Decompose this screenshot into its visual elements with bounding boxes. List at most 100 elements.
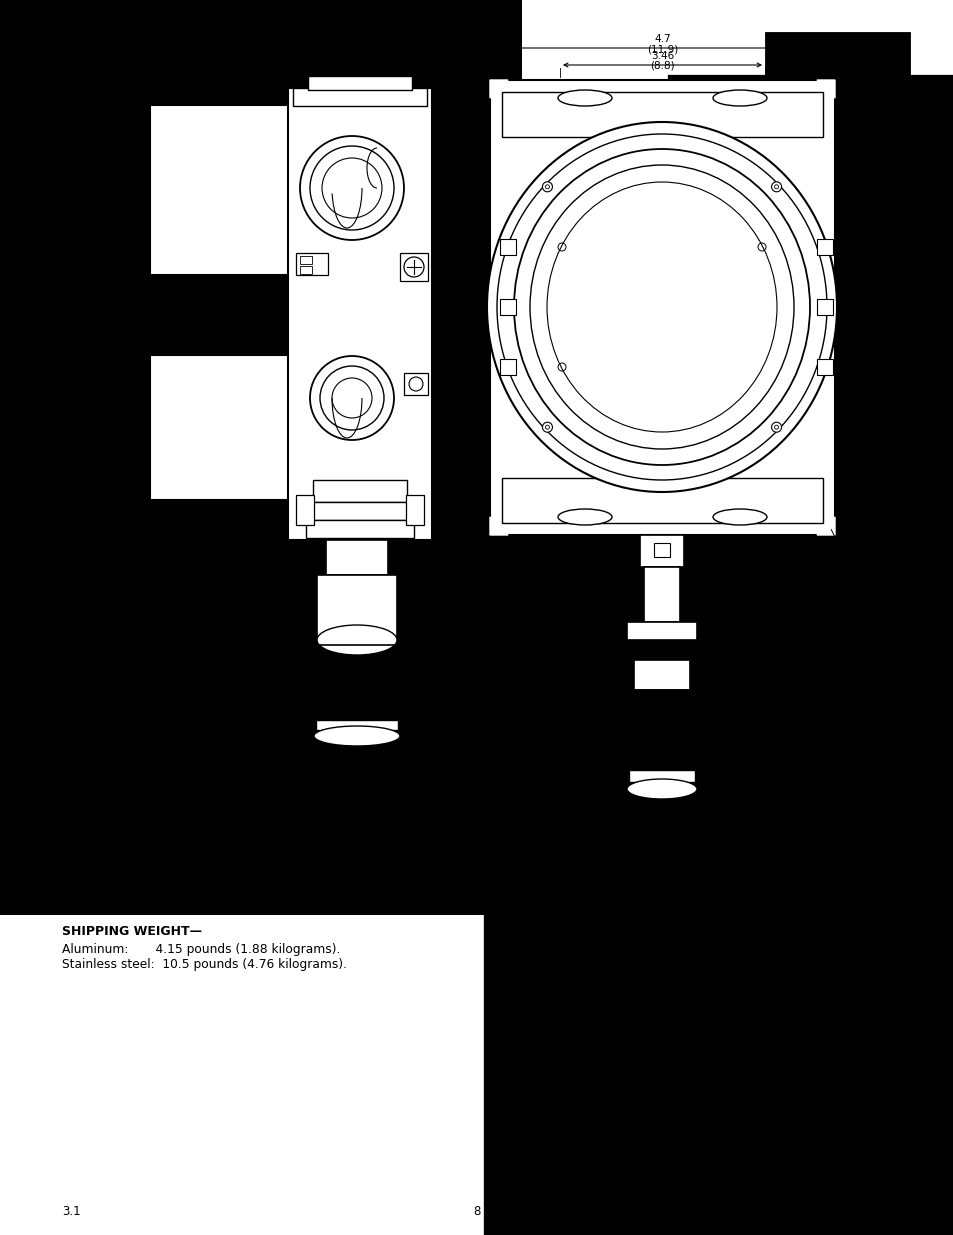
Ellipse shape bbox=[558, 90, 612, 106]
Bar bbox=[306, 501, 414, 520]
Text: 4.7: 4.7 bbox=[654, 35, 670, 44]
Text: CONDUIT ENTRIES—: CONDUIT ENTRIES— bbox=[62, 815, 201, 827]
Bar bbox=[406, 495, 423, 525]
Circle shape bbox=[332, 378, 372, 417]
Circle shape bbox=[545, 185, 549, 189]
Circle shape bbox=[545, 425, 549, 430]
Bar bbox=[150, 105, 290, 275]
Ellipse shape bbox=[712, 509, 766, 525]
Bar bbox=[295, 495, 314, 525]
Bar bbox=[639, 535, 683, 567]
Bar bbox=[150, 354, 290, 500]
Text: Stainless steel:  10.5 pounds (4.76 kilograms).: Stainless steel: 10.5 pounds (4.76 kilog… bbox=[62, 958, 347, 971]
Text: 3/4" NPT or M25.  (Five conduit entries standard.): 3/4" NPT or M25. (Five conduit entries s… bbox=[62, 832, 365, 846]
Text: 5.2
(13.2): 5.2 (13.2) bbox=[870, 164, 902, 186]
Text: ELECTRO-MAGNETIC COMPATIBILITY—: ELECTRO-MAGNETIC COMPATIBILITY— bbox=[490, 815, 754, 827]
Bar bbox=[326, 540, 388, 576]
Bar bbox=[293, 88, 427, 106]
Text: See Figures 6 and 7.: See Figures 6 and 7. bbox=[490, 778, 614, 790]
Bar bbox=[634, 659, 689, 690]
Ellipse shape bbox=[558, 509, 612, 525]
Ellipse shape bbox=[626, 779, 697, 799]
Text: date of shipment, whichever occurs first.: date of shipment, whichever occurs first… bbox=[490, 934, 741, 947]
Text: A2442: A2442 bbox=[825, 659, 854, 669]
Ellipse shape bbox=[712, 90, 766, 106]
Bar bbox=[295, 253, 328, 275]
Text: Terminals can handle wire sized from 22 to 14 AWG.: Terminals can handle wire sized from 22 … bbox=[62, 778, 381, 790]
Bar bbox=[299, 256, 312, 264]
Circle shape bbox=[310, 146, 394, 230]
Circle shape bbox=[542, 182, 552, 191]
Bar bbox=[654, 543, 669, 557]
Circle shape bbox=[542, 422, 552, 432]
Ellipse shape bbox=[514, 149, 809, 466]
Ellipse shape bbox=[314, 726, 399, 746]
Ellipse shape bbox=[546, 182, 776, 432]
Polygon shape bbox=[490, 517, 507, 535]
Circle shape bbox=[774, 185, 778, 189]
Circle shape bbox=[409, 377, 422, 391]
Bar bbox=[313, 480, 407, 501]
Text: DIMENSIONS—: DIMENSIONS— bbox=[490, 760, 591, 773]
Text: EMC Directive 2004/108/EC: EMC Directive 2004/108/EC bbox=[490, 832, 658, 846]
Text: R0.175: R0.175 bbox=[862, 585, 899, 595]
Text: 6.48: 6.48 bbox=[279, 51, 302, 61]
Bar bbox=[288, 88, 432, 540]
Bar bbox=[499, 299, 516, 315]
Text: 8: 8 bbox=[473, 1205, 480, 1218]
Ellipse shape bbox=[486, 122, 836, 492]
Circle shape bbox=[771, 182, 781, 191]
Text: 12 months from date of installation or 18 months from: 12 months from date of installation or 1… bbox=[490, 919, 825, 931]
Ellipse shape bbox=[530, 165, 793, 450]
Text: 5.86
(14.9): 5.86 (14.9) bbox=[893, 296, 924, 319]
Text: SHIPPING WEIGHT—: SHIPPING WEIGHT— bbox=[62, 925, 202, 939]
Bar bbox=[628, 690, 695, 769]
Text: (11.9): (11.9) bbox=[646, 44, 678, 54]
Bar bbox=[308, 77, 412, 90]
Bar bbox=[315, 645, 397, 720]
Ellipse shape bbox=[497, 135, 826, 480]
Bar bbox=[499, 359, 516, 375]
Bar bbox=[816, 299, 832, 315]
Bar bbox=[816, 359, 832, 375]
Text: WIRING TERMINALS—: WIRING TERMINALS— bbox=[62, 760, 213, 773]
Bar bbox=[306, 520, 414, 538]
Text: 95-8620: 95-8620 bbox=[850, 1205, 899, 1218]
Circle shape bbox=[310, 356, 394, 440]
Text: EN55011 (Emissions): EN55011 (Emissions) bbox=[490, 848, 620, 861]
Circle shape bbox=[403, 257, 423, 277]
Bar bbox=[490, 80, 834, 535]
Bar bbox=[299, 266, 312, 274]
Ellipse shape bbox=[316, 625, 396, 655]
Text: 11.28
(28.7): 11.28 (28.7) bbox=[53, 311, 85, 333]
Text: Epoxy coated aluminum or 316 stainless steel.: Epoxy coated aluminum or 316 stainless s… bbox=[62, 888, 349, 900]
Text: WARRANTY—: WARRANTY— bbox=[490, 902, 581, 914]
Circle shape bbox=[322, 158, 381, 219]
Text: (8.8): (8.8) bbox=[650, 61, 674, 70]
Polygon shape bbox=[816, 80, 834, 98]
Text: (16.5): (16.5) bbox=[275, 61, 306, 70]
Text: 3.1: 3.1 bbox=[62, 1205, 81, 1218]
Bar bbox=[316, 576, 396, 640]
Bar bbox=[501, 478, 822, 522]
Text: ENCLOSURE MATERIAL—: ENCLOSURE MATERIAL— bbox=[62, 869, 232, 883]
Bar bbox=[315, 720, 397, 730]
Text: Aluminum:       4.15 pounds (1.88 kilograms).: Aluminum: 4.15 pounds (1.88 kilograms). bbox=[62, 942, 340, 956]
Circle shape bbox=[774, 425, 778, 430]
Bar bbox=[816, 240, 832, 254]
Polygon shape bbox=[490, 80, 507, 98]
Circle shape bbox=[771, 422, 781, 432]
Bar bbox=[403, 373, 428, 395]
Bar bbox=[626, 622, 697, 640]
Text: Figure 6: Figure 6 bbox=[451, 692, 502, 701]
Circle shape bbox=[299, 136, 403, 240]
Polygon shape bbox=[816, 517, 834, 535]
Circle shape bbox=[319, 366, 384, 430]
Bar bbox=[643, 567, 679, 622]
Text: 3.46: 3.46 bbox=[650, 51, 674, 61]
Text: EN50270 (Immunity): EN50270 (Immunity) bbox=[490, 863, 618, 877]
Bar bbox=[499, 240, 516, 254]
Text: —Dimensions of UD20 with GT3000 in Inches (Centimeters): —Dimensions of UD20 with GT3000 in Inche… bbox=[504, 692, 837, 701]
Bar bbox=[399, 253, 428, 282]
Bar bbox=[628, 769, 695, 782]
